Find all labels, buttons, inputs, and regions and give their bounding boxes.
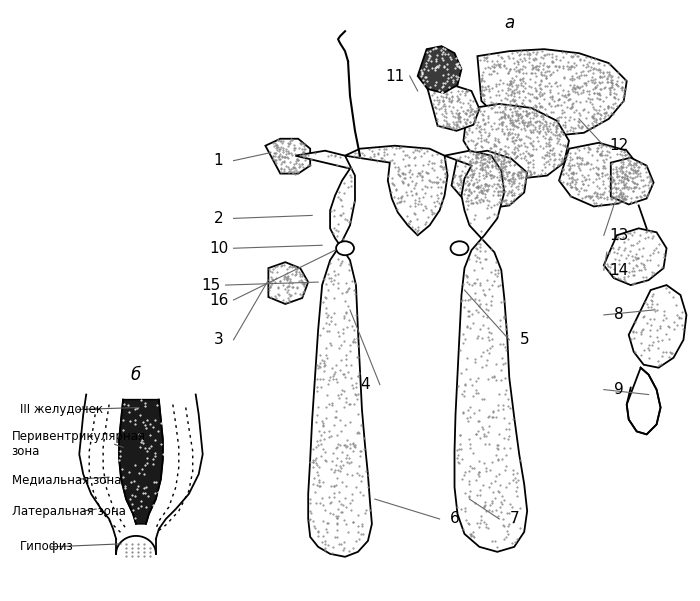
Text: 6: 6 — [449, 511, 459, 526]
Text: 4: 4 — [360, 377, 370, 392]
Text: 15: 15 — [201, 278, 220, 293]
PathPatch shape — [626, 368, 661, 435]
Text: а: а — [504, 14, 514, 32]
PathPatch shape — [477, 49, 626, 136]
PathPatch shape — [611, 157, 654, 204]
Text: 13: 13 — [609, 228, 629, 243]
Text: 14: 14 — [609, 263, 629, 278]
PathPatch shape — [463, 104, 569, 178]
Ellipse shape — [451, 241, 468, 255]
PathPatch shape — [265, 139, 310, 174]
PathPatch shape — [418, 46, 461, 93]
PathPatch shape — [295, 151, 372, 557]
Text: Латеральная зона: Латеральная зона — [12, 504, 125, 517]
Text: 16: 16 — [209, 293, 228, 308]
Text: Гипофиз: Гипофиз — [20, 540, 74, 554]
PathPatch shape — [428, 84, 480, 131]
PathPatch shape — [119, 400, 163, 524]
Text: Перивентрикулярная
зона: Перивентрикулярная зона — [12, 430, 146, 459]
Text: б: б — [131, 365, 141, 383]
PathPatch shape — [345, 145, 447, 236]
PathPatch shape — [559, 142, 640, 206]
Text: 11: 11 — [385, 69, 405, 84]
Text: 7: 7 — [510, 511, 519, 526]
PathPatch shape — [444, 151, 527, 552]
Text: 5: 5 — [519, 332, 529, 347]
PathPatch shape — [452, 151, 527, 209]
PathPatch shape — [629, 285, 687, 368]
Text: 3: 3 — [214, 332, 223, 347]
Text: III желудочек: III желудочек — [20, 403, 103, 416]
Text: 12: 12 — [609, 138, 629, 153]
Text: Медиальная зона: Медиальная зона — [12, 472, 121, 486]
Ellipse shape — [336, 241, 354, 255]
Text: 10: 10 — [209, 241, 228, 256]
PathPatch shape — [604, 228, 666, 285]
Text: 8: 8 — [614, 308, 624, 322]
Text: 1: 1 — [214, 153, 223, 168]
Text: 9: 9 — [614, 382, 624, 397]
Text: 2: 2 — [214, 211, 223, 226]
PathPatch shape — [268, 262, 308, 304]
